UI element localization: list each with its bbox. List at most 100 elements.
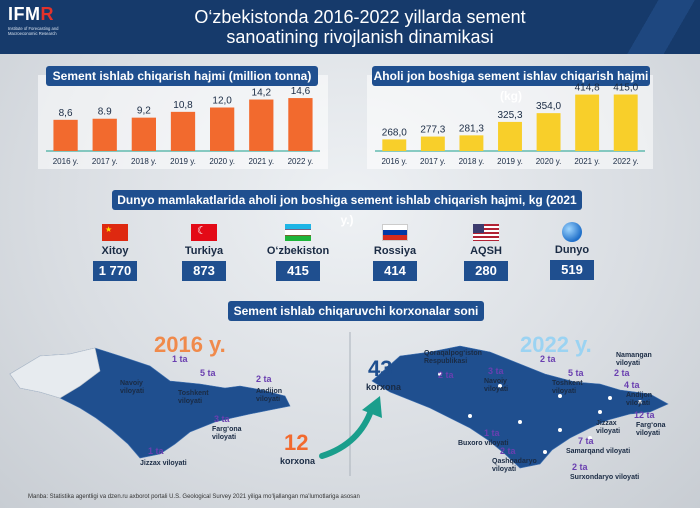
logo-subtitle: Institute of Forecasting and Macroeconom… <box>8 26 59 36</box>
countries-section-title: Dunyo mamlakatlarida aholi jon boshiga s… <box>112 190 582 227</box>
bar-value-label: 268,0 <box>382 127 407 138</box>
china-flag-icon: ★ <box>102 224 128 241</box>
page-title: O‘zbekistonda 2016-2022 yillarda sement … <box>100 7 620 47</box>
growth-arrowhead-icon <box>362 396 382 418</box>
country-name: Turkiya <box>184 245 224 257</box>
bar-value-label: 325,3 <box>497 110 522 121</box>
label-toshkent-2022: Toshkent viloyati <box>552 380 583 395</box>
label-jizzax-2022: Jizzax viloyati <box>596 420 621 435</box>
label-jizzax-2016: Jizzax viloyati <box>140 460 187 467</box>
count-navoiy-2016: 1 ta <box>172 354 188 364</box>
bar-2020y <box>536 113 561 151</box>
bar-2022y <box>613 94 638 151</box>
bar-category-label: 2022 y. <box>288 157 314 166</box>
country-name: Rossiya <box>373 245 417 257</box>
bar-category-label: 2018 y. <box>131 157 157 166</box>
bar-category-label: 2020 y. <box>536 157 562 166</box>
ifmr-logo: IFMR Institute of Forecasting and Macroe… <box>8 4 78 48</box>
bar-value-label: 12,0 <box>212 96 232 107</box>
bar-value-label: 281,3 <box>459 123 484 134</box>
country-turkey: ☾ Turkiya 873 <box>164 224 244 281</box>
country-name: Xitoy <box>101 245 129 257</box>
country-world: Dunyo 519 <box>532 222 612 280</box>
bar-value-label: 10,8 <box>173 100 193 111</box>
enterprises-section-title: Sement ishlab chiqaruvchi korxonalar son… <box>228 301 484 321</box>
logo-text-accent: R <box>40 4 54 24</box>
total-2022-unit: korxona <box>366 382 402 392</box>
bar-value-label: 8,6 <box>59 108 73 119</box>
count-toshkent-2022: 5 ta <box>568 368 584 378</box>
label-qoraqalpog-2022: Qoraqalpog‘iston Respublikasi <box>424 350 482 365</box>
total-2016-value: 12 <box>284 430 309 455</box>
bar-2019y <box>170 111 196 151</box>
label-namangan-2022: Namangan viloyati <box>616 352 652 367</box>
map-2022-markers <box>438 372 642 454</box>
label-andijon-2016: Andijon viloyati <box>256 388 283 403</box>
bar-value-label: 14,6 <box>291 86 311 97</box>
label-fargona-2022: Farg‘ona viloyati <box>636 422 666 437</box>
bar-category-label: 2016 y. <box>381 157 407 166</box>
bar-value-label: 414,8 <box>575 83 600 94</box>
globe-icon <box>562 222 582 242</box>
turkey-flag-icon: ☾ <box>191 224 217 241</box>
count-navoiy-2022: 3 ta <box>488 366 504 376</box>
bar-value-label: 354,0 <box>536 101 561 112</box>
count-buxoro-2022: 1 ta <box>484 428 500 438</box>
header-decoration <box>610 0 700 54</box>
country-value: 414 <box>373 261 417 281</box>
country-china: ★ Xitoy 1 770 <box>75 224 155 281</box>
bar-2020y <box>210 107 235 151</box>
country-name: Dunyo <box>554 244 590 256</box>
total-2022-value: 43 <box>368 356 393 381</box>
russia-flag-icon <box>382 224 408 241</box>
count-jizzax-2016: 1 ta <box>148 446 164 456</box>
total-2016-unit: korxona <box>280 456 316 466</box>
country-uzbekistan: O‘zbekiston 415 <box>258 224 338 281</box>
bar-2016y <box>382 139 407 151</box>
country-value: 873 <box>182 261 226 281</box>
production-chart-title: Sement ishlab chiqarish hajmi (million t… <box>46 66 318 86</box>
country-name: AQSH <box>470 245 502 257</box>
bar-category-label: 2022 y. <box>613 157 639 166</box>
logo-text: IFM <box>8 4 41 24</box>
label-qashqadaryo-2022: Qashqadaryo viloyati <box>492 458 537 473</box>
label-samarqand-2022: Samarqand viloyati <box>566 448 631 455</box>
bar-2021y <box>249 99 274 151</box>
title-line-1: O‘zbekistonda 2016-2022 yillarda sement <box>194 7 526 27</box>
label-navoiy-2016: Navoiy viloyati <box>120 380 145 395</box>
bar-value-label: 415,0 <box>613 83 638 94</box>
bar-2016y <box>53 119 78 151</box>
country-value: 519 <box>550 260 594 280</box>
bar-category-label: 2021 y. <box>248 157 274 166</box>
uzbekistan-maps <box>9 332 669 476</box>
count-toshkent-2016: 5 ta <box>200 368 216 378</box>
bar-category-label: 2017 y. <box>92 157 118 166</box>
count-namangan-2022: 2 ta <box>614 368 630 378</box>
title-line-2: sanoatining rivojlanish dinamikasi <box>226 27 494 47</box>
bar-value-label: 8.9 <box>98 107 112 118</box>
source-note: Manba: Statistika agentligi va dzen.ru a… <box>28 494 360 500</box>
per-capita-chart-title: Aholi jon boshiga sement ishlav chiqaris… <box>372 66 650 103</box>
growth-arrow-icon <box>319 405 375 459</box>
country-value: 1 770 <box>93 261 137 281</box>
country-value: 415 <box>276 261 320 281</box>
label-surxondaryo-2022: Surxondaryo viloyati <box>570 474 640 481</box>
bar-2022y <box>288 98 313 151</box>
label-andijon-2022: Andijon viloyati <box>626 392 653 407</box>
year-2022-label: 2022 y. <box>520 332 592 357</box>
bar-value-label: 9,2 <box>137 106 151 117</box>
bar-2019y <box>498 121 522 151</box>
map-2022-shape <box>371 345 669 469</box>
bar-2017y <box>420 136 445 151</box>
country-usa: AQSH 280 <box>446 224 526 281</box>
count-andijon-2016: 2 ta <box>256 374 272 384</box>
bar-category-label: 2019 y. <box>170 157 196 166</box>
bar-category-label: 2019 y. <box>497 157 523 166</box>
count-andijon-2022: 4 ta <box>624 380 640 390</box>
bar-value-label: 277,3 <box>420 125 445 136</box>
label-navoiy-2022: Navoiy viloyati <box>484 378 509 393</box>
count-qashqadaryo-2022: 2 ta <box>500 446 516 456</box>
country-name: O‘zbekiston <box>266 245 330 257</box>
count-samarqand-2022: 7 ta <box>578 436 594 446</box>
